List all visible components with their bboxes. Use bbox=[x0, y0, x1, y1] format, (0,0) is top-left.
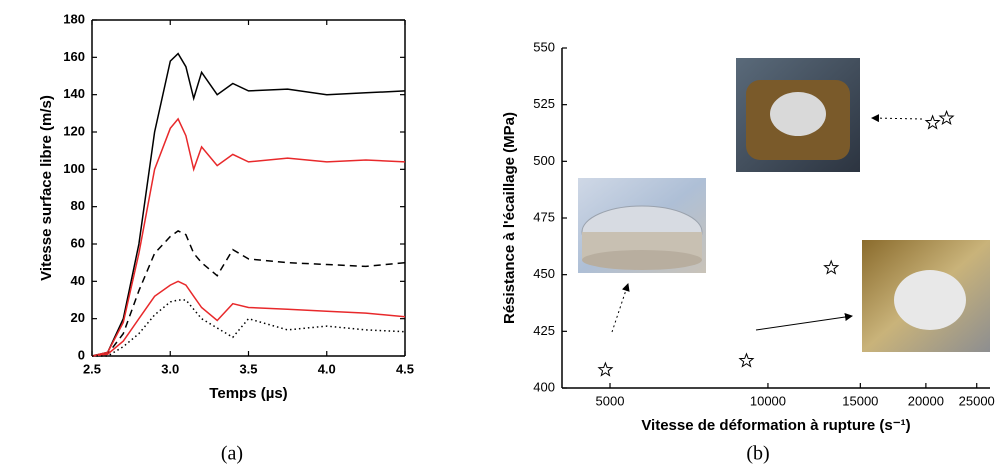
x-tick-label: 2.5 bbox=[83, 361, 101, 376]
y-tick-label: 100 bbox=[63, 161, 85, 176]
y-tick-label: 425 bbox=[533, 323, 555, 338]
point bbox=[938, 109, 955, 126]
line bbox=[92, 299, 406, 357]
y-tick-label: 160 bbox=[63, 49, 85, 64]
caption: (b) bbox=[746, 443, 769, 465]
photo-setup-2 bbox=[862, 240, 990, 352]
arrow bbox=[755, 313, 853, 331]
x-tick-label: 3.0 bbox=[161, 361, 179, 376]
y-tick-label: 20 bbox=[71, 310, 85, 325]
x-tick-label: 20000 bbox=[908, 393, 944, 408]
x-tick-label: 5000 bbox=[596, 393, 625, 408]
y-tick-label: 60 bbox=[71, 235, 85, 250]
point bbox=[738, 352, 755, 368]
y-tick-label: 0 bbox=[78, 347, 85, 362]
y-tick-label: 400 bbox=[533, 379, 555, 394]
caption: (a) bbox=[221, 443, 243, 465]
x-axis-label: Vitesse de déformation à rupture (s⁻¹) bbox=[641, 417, 910, 434]
arrow bbox=[611, 283, 630, 333]
line bbox=[91, 52, 406, 357]
line bbox=[91, 230, 406, 357]
x-tick-label: 10000 bbox=[750, 393, 786, 408]
photo-setup-1 bbox=[736, 58, 860, 172]
line bbox=[91, 117, 406, 357]
x-tick-label: 4.0 bbox=[318, 361, 336, 376]
y-tick-label: 140 bbox=[63, 86, 85, 101]
x-tick-label: 15000 bbox=[842, 393, 878, 408]
y-tick-label: 40 bbox=[71, 273, 85, 288]
x-axis-label: Temps (µs) bbox=[209, 385, 287, 402]
y-tick-label: 475 bbox=[533, 209, 555, 224]
point bbox=[924, 114, 941, 130]
y-tick-label: 450 bbox=[533, 266, 555, 281]
x-tick-label: 25000 bbox=[959, 393, 995, 408]
x-tick-label: 4.5 bbox=[396, 361, 414, 376]
y-tick-label: 180 bbox=[63, 11, 85, 26]
line bbox=[91, 280, 406, 357]
y-tick-label: 120 bbox=[63, 123, 85, 138]
y-tick-label: 525 bbox=[533, 96, 555, 111]
y-tick-label: 550 bbox=[533, 39, 555, 54]
photo-sample bbox=[578, 178, 706, 273]
y-tick-label: 500 bbox=[533, 153, 555, 168]
y-tick-label: 80 bbox=[71, 198, 85, 213]
y-axis-label: Résistance à l'écaillage (MPa) bbox=[501, 112, 518, 324]
y-axis-label: Vitesse surface libre (m/s) bbox=[38, 95, 55, 281]
point bbox=[823, 259, 840, 275]
point bbox=[597, 361, 614, 377]
arrow bbox=[871, 114, 923, 123]
x-tick-label: 3.5 bbox=[239, 361, 257, 376]
